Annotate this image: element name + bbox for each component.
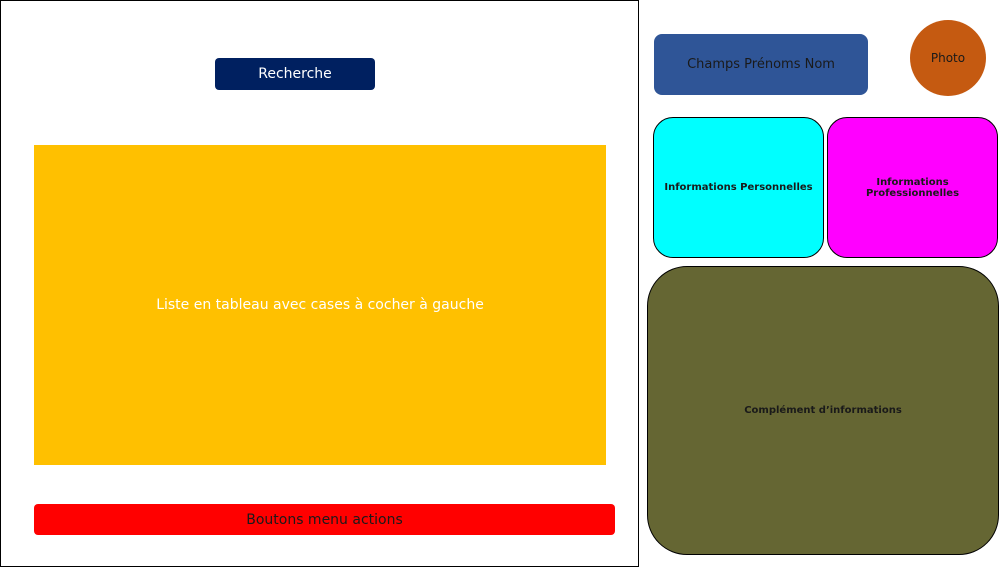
professional-info-panel: Informations Professionnelles [827,117,998,258]
complement-info-panel: Complément d’informations [647,266,999,555]
photo-avatar: Photo [910,20,986,96]
photo-label: Photo [930,51,966,65]
search-button[interactable]: Recherche [215,58,375,90]
name-field[interactable]: Champs Prénoms Nom [654,34,868,95]
personal-info-panel: Informations Personnelles [653,117,824,258]
personal-info-label: Informations Personnelles [664,182,813,193]
table-list-placeholder: Liste en tableau avec cases à cocher à g… [34,145,606,465]
actions-menu-label: Boutons menu actions [246,511,403,528]
search-button-label: Recherche [258,66,332,82]
complement-info-label: Complément d’informations [744,405,902,416]
actions-menu-bar[interactable]: Boutons menu actions [34,504,615,535]
professional-info-label: Informations Professionnelles [865,176,960,199]
table-list-label: Liste en tableau avec cases à cocher à g… [156,297,484,313]
name-field-label: Champs Prénoms Nom [687,57,835,72]
